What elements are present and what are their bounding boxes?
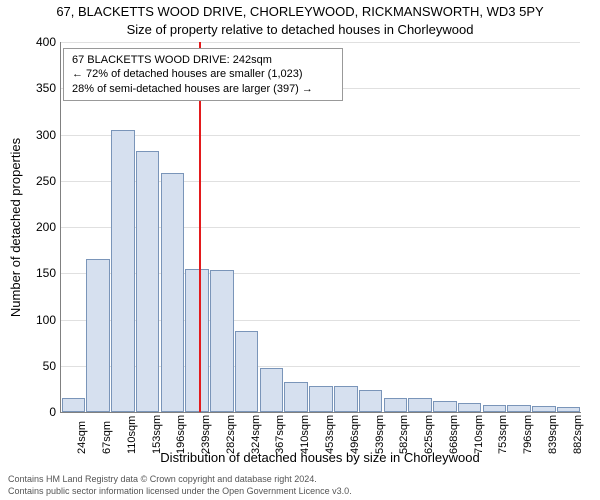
histogram-bar — [136, 151, 160, 412]
annotation-line2: ← 72% of detached houses are smaller (1,… — [72, 67, 334, 81]
x-tick: 710sqm — [473, 415, 485, 454]
x-tick: 539sqm — [374, 415, 386, 454]
x-tick: 196sqm — [175, 415, 187, 454]
x-tick: 496sqm — [349, 415, 361, 454]
x-tick: 582sqm — [398, 415, 410, 454]
x-tick: 453sqm — [324, 415, 336, 454]
x-tick: 110sqm — [126, 416, 138, 454]
y-tick: 300 — [26, 128, 56, 142]
histogram-bar — [557, 407, 581, 412]
plot-area: 67 BLACKETTS WOOD DRIVE: 242sqm ← 72% of… — [60, 42, 581, 413]
x-tick: 153sqm — [151, 415, 163, 454]
x-tick: 324sqm — [250, 415, 262, 454]
x-tick: 839sqm — [547, 415, 559, 454]
y-tick: 250 — [26, 174, 56, 188]
histogram-bar — [309, 386, 333, 412]
histogram-bar — [161, 173, 185, 412]
annotation-line1: 67 BLACKETTS WOOD DRIVE: 242sqm — [72, 53, 334, 67]
x-tick: 410sqm — [299, 415, 311, 454]
x-tick: 367sqm — [274, 415, 286, 454]
y-tick: 150 — [26, 266, 56, 280]
x-tick: 668sqm — [448, 415, 460, 454]
y-tick: 0 — [26, 405, 56, 419]
x-tick: 282sqm — [225, 415, 237, 454]
x-tick: 882sqm — [572, 415, 584, 454]
chart-title-main: 67, BLACKETTS WOOD DRIVE, CHORLEYWOOD, R… — [0, 4, 600, 19]
histogram-bar — [359, 390, 383, 412]
histogram-bar — [408, 398, 432, 412]
histogram-bar — [210, 270, 234, 412]
y-tick: 100 — [26, 313, 56, 327]
x-tick: 239sqm — [200, 415, 212, 454]
chart-title-sub: Size of property relative to detached ho… — [0, 22, 600, 37]
y-tick: 350 — [26, 81, 56, 95]
histogram-bar — [483, 405, 507, 412]
histogram-bar — [334, 386, 358, 412]
x-tick: 796sqm — [522, 415, 534, 454]
y-axis-label: Number of detached properties — [8, 42, 24, 412]
histogram-bar — [532, 406, 556, 412]
x-tick: 753sqm — [497, 415, 509, 454]
chart-container: 67, BLACKETTS WOOD DRIVE, CHORLEYWOOD, R… — [0, 0, 600, 500]
footer-line-2: Contains public sector information licen… — [8, 486, 352, 496]
y-tick: 50 — [26, 359, 56, 373]
histogram-bar — [62, 398, 86, 412]
y-tick: 200 — [26, 220, 56, 234]
histogram-bar — [111, 130, 135, 412]
histogram-bar — [458, 403, 482, 412]
histogram-bar — [507, 405, 531, 412]
histogram-bar — [260, 368, 284, 412]
footer-line-1: Contains HM Land Registry data © Crown c… — [8, 474, 317, 484]
histogram-bar — [384, 398, 408, 412]
y-tick: 400 — [26, 35, 56, 49]
annotation-box: 67 BLACKETTS WOOD DRIVE: 242sqm ← 72% of… — [63, 48, 343, 101]
histogram-bar — [433, 401, 457, 412]
x-axis-label: Distribution of detached houses by size … — [60, 450, 580, 465]
histogram-bar — [86, 259, 110, 412]
annotation-line3: 28% of semi-detached houses are larger (… — [72, 82, 334, 96]
x-tick: 625sqm — [423, 415, 435, 454]
histogram-bar — [235, 331, 259, 412]
histogram-bar — [185, 269, 209, 412]
histogram-bar — [284, 382, 308, 412]
